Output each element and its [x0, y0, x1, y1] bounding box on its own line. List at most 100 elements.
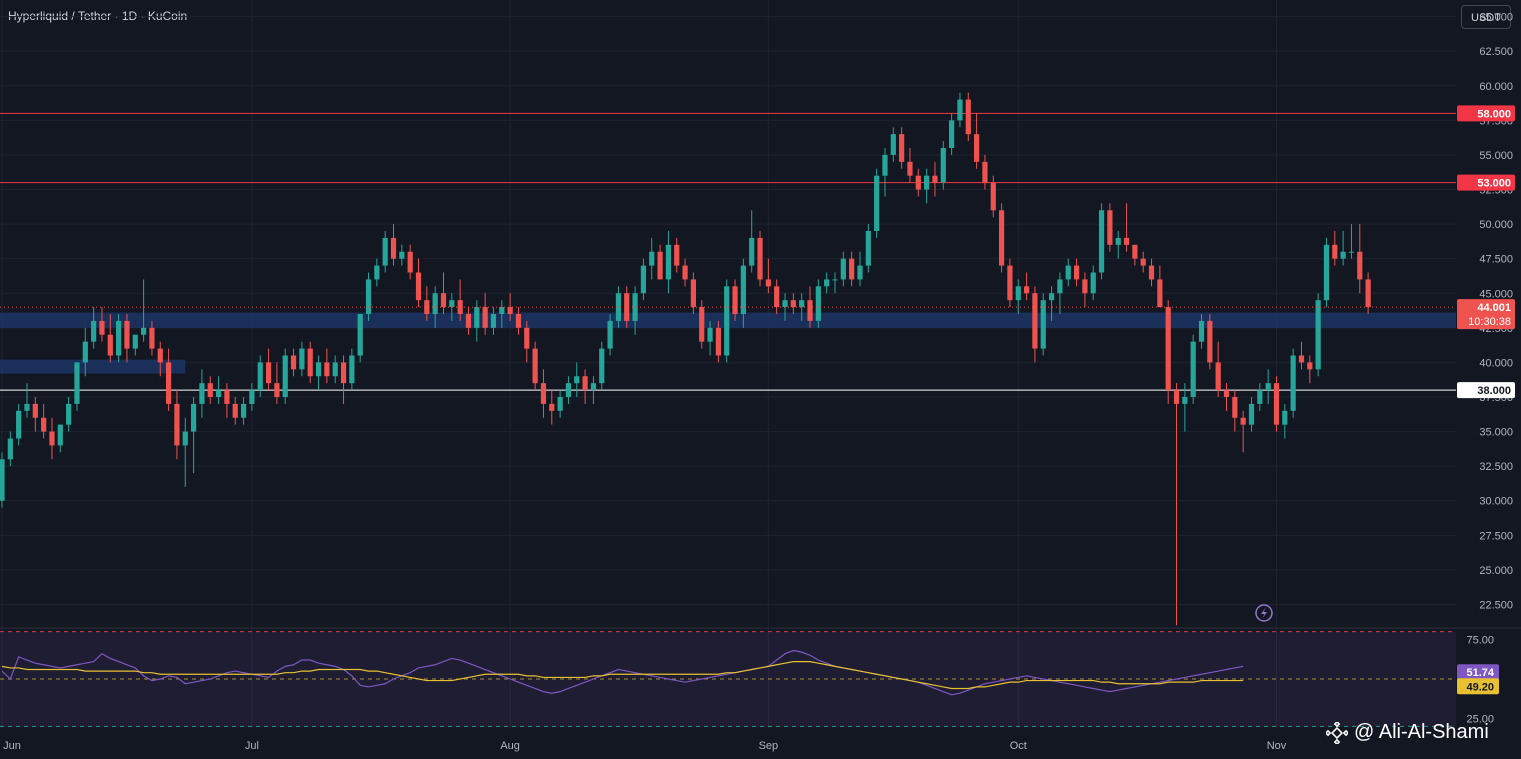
price-tick-label: 65.000	[1479, 12, 1513, 24]
candle-up	[607, 320, 613, 349]
candle-up	[0, 459, 5, 501]
candle-up	[1265, 383, 1271, 391]
candle-up	[857, 265, 863, 280]
candle-down	[99, 320, 105, 335]
candle-down	[1215, 362, 1221, 391]
candle-up	[632, 293, 638, 321]
candle-up	[1190, 341, 1196, 397]
candle-down	[174, 403, 180, 446]
candle-down	[41, 417, 47, 432]
candle-up	[824, 279, 830, 287]
candle-up	[949, 120, 955, 149]
candle-down	[1365, 279, 1371, 308]
candle-down	[974, 134, 980, 162]
candle-down	[290, 355, 297, 370]
candle-up	[449, 300, 455, 308]
candle-down	[424, 300, 430, 314]
candle-down	[1173, 390, 1180, 404]
candle-up	[882, 154, 888, 176]
watermark-text: @ Ali-Al-Shami	[1354, 721, 1489, 743]
candle-up	[257, 362, 263, 391]
candle-down	[515, 314, 522, 328]
candle-down	[1332, 244, 1338, 259]
candle-down	[166, 362, 172, 404]
candle-down	[49, 431, 55, 446]
candle-down	[265, 362, 272, 384]
candle-down	[507, 307, 513, 314]
price-tick-label: 22.500	[1479, 599, 1513, 611]
candle-up	[749, 237, 755, 266]
time-tick-label: Oct	[1010, 740, 1027, 752]
candle-up	[640, 265, 647, 294]
candle-up	[399, 251, 405, 259]
watermark: @ Ali-Al-Shami	[1326, 721, 1489, 744]
candle-down	[407, 251, 413, 273]
candle-down	[899, 134, 905, 162]
demand-zone	[0, 359, 186, 374]
candle-down	[907, 161, 913, 176]
candle-down	[307, 348, 313, 377]
price-tick-label: 32.500	[1479, 461, 1513, 473]
candle-down	[1140, 258, 1146, 266]
candle-up	[215, 390, 222, 397]
candle-up	[1282, 410, 1288, 425]
candle-down	[482, 307, 488, 328]
candle-down	[465, 314, 472, 328]
candle-down	[657, 251, 663, 280]
rsi-value-label: 51.74	[1466, 667, 1494, 679]
rsi-tick-label: 25.00	[1466, 714, 1494, 726]
candle-up	[57, 424, 63, 446]
candle-down	[999, 210, 1005, 266]
price-tick-label: 27.500	[1479, 530, 1513, 542]
candle-down	[390, 237, 397, 259]
candle-up	[840, 258, 846, 280]
time-tick-label: Sep	[759, 740, 779, 752]
candle-down	[1132, 244, 1138, 259]
candle-down	[524, 327, 530, 349]
candle-down	[582, 376, 588, 391]
price-tick-label: 50.000	[1479, 219, 1513, 231]
candle-up	[1290, 355, 1296, 411]
candle-down	[1165, 307, 1171, 391]
binance-diamond-icon	[1326, 721, 1348, 744]
candle-up	[315, 362, 322, 377]
candle-up	[249, 390, 255, 404]
candle-down	[982, 161, 988, 183]
price-tick-label: 40.000	[1479, 357, 1513, 369]
candle-down	[1007, 265, 1013, 301]
candle-up	[665, 244, 671, 280]
candle-down	[932, 175, 938, 183]
candle-up	[299, 348, 305, 370]
candle-down	[149, 327, 155, 349]
candle-up	[91, 320, 97, 342]
candle-up	[282, 355, 288, 397]
candle-down	[790, 300, 796, 308]
candle-up	[815, 286, 821, 321]
candle-up	[615, 293, 622, 321]
lightning-icon	[1255, 604, 1273, 622]
candle-down	[124, 320, 130, 349]
candle-up	[349, 355, 355, 384]
candle-down	[1082, 279, 1088, 294]
rsi-line	[1, 649, 1244, 696]
candle-down	[1023, 286, 1030, 294]
candle-down	[765, 279, 771, 287]
candle-down	[107, 334, 113, 356]
candle-up	[565, 383, 572, 397]
time-tick-label: Nov	[1267, 740, 1287, 752]
candle-down	[757, 237, 763, 280]
candle-up	[24, 403, 30, 411]
candle-up	[141, 327, 147, 335]
candle-up	[1348, 251, 1355, 253]
currency-button[interactable]: USDT	[1461, 5, 1511, 29]
candle-up	[16, 410, 22, 439]
candle-down	[624, 293, 630, 321]
last-price-label-bg	[1457, 299, 1515, 330]
candle-down	[1157, 279, 1163, 308]
candle-up	[1048, 293, 1055, 301]
candle-down	[699, 307, 705, 342]
candle-down	[532, 348, 538, 384]
candle-down	[915, 175, 921, 190]
candle-up	[832, 279, 838, 281]
